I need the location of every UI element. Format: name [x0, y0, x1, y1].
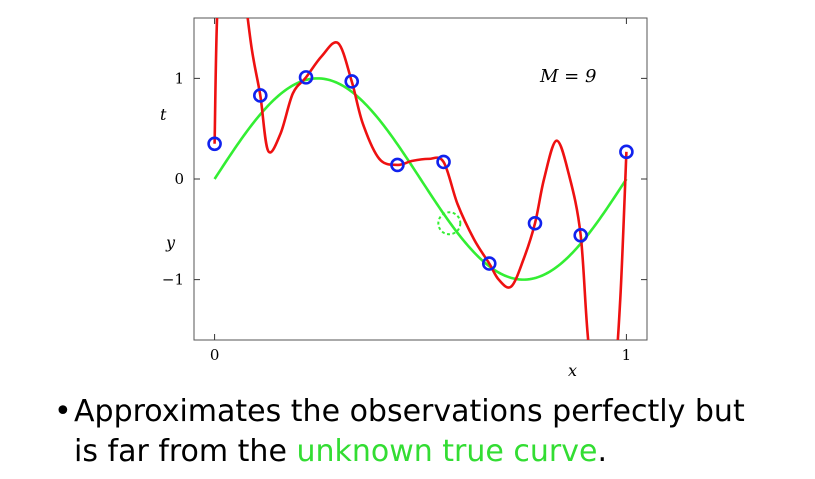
y-label-t: t — [160, 105, 167, 124]
caption-line-2: is far from the unknown true curve. — [56, 432, 811, 472]
bullet-icon: • — [54, 394, 72, 429]
y-tick-label: −1 — [162, 271, 184, 289]
observation-point — [619, 144, 634, 160]
fitted-curve — [213, 18, 628, 340]
x-axis-label: x — [568, 361, 577, 380]
caption-text-2b: . — [597, 434, 607, 469]
ticks-layer: −1 0 1 0 1 — [162, 18, 647, 364]
observation-point — [481, 256, 497, 271]
y-tick-label: 1 — [174, 69, 184, 87]
x-tick-label: 1 — [622, 346, 632, 364]
chart-svg: −1 0 1 0 1 t y x M = 9 — [160, 17, 648, 380]
y-tick-label: 0 — [174, 170, 184, 188]
true-curve — [213, 77, 628, 281]
held-out-point — [437, 211, 462, 236]
caption-line-1: • Approximates the observations perfectl… — [54, 392, 811, 432]
observation-point — [573, 228, 588, 243]
caption: • Approximates the observations perfectl… — [54, 392, 811, 472]
chart: −1 0 1 0 1 t y x M = 9 — [160, 17, 648, 380]
observation-point — [344, 74, 360, 89]
observation-point — [390, 157, 405, 173]
x-tick-label: 0 — [210, 346, 220, 364]
observation-point — [298, 70, 314, 85]
y-label-y: y — [165, 233, 176, 252]
points-layer — [207, 70, 634, 271]
caption-text-1: Approximates the observations perfectly … — [74, 394, 745, 429]
observation-point — [527, 215, 543, 231]
caption-highlight: unknown true curve — [296, 434, 598, 469]
observation-point — [207, 136, 222, 152]
observation-point — [253, 88, 268, 103]
curves-layer — [213, 18, 628, 340]
observation-point — [436, 154, 451, 170]
caption-text-2a: is far from the — [74, 434, 297, 469]
model-order-annotation: M = 9 — [539, 66, 596, 87]
